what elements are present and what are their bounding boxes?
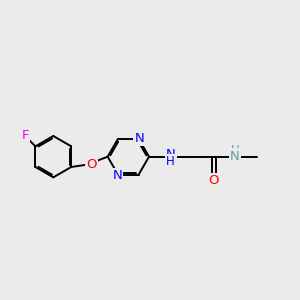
Text: O: O bbox=[209, 174, 219, 187]
Text: N: N bbox=[166, 148, 175, 160]
Text: H: H bbox=[231, 143, 239, 157]
Text: N: N bbox=[230, 149, 240, 163]
Text: F: F bbox=[22, 129, 29, 142]
Text: N: N bbox=[134, 132, 144, 145]
Text: H: H bbox=[166, 155, 175, 168]
Text: N: N bbox=[112, 169, 122, 182]
Text: O: O bbox=[86, 158, 97, 172]
